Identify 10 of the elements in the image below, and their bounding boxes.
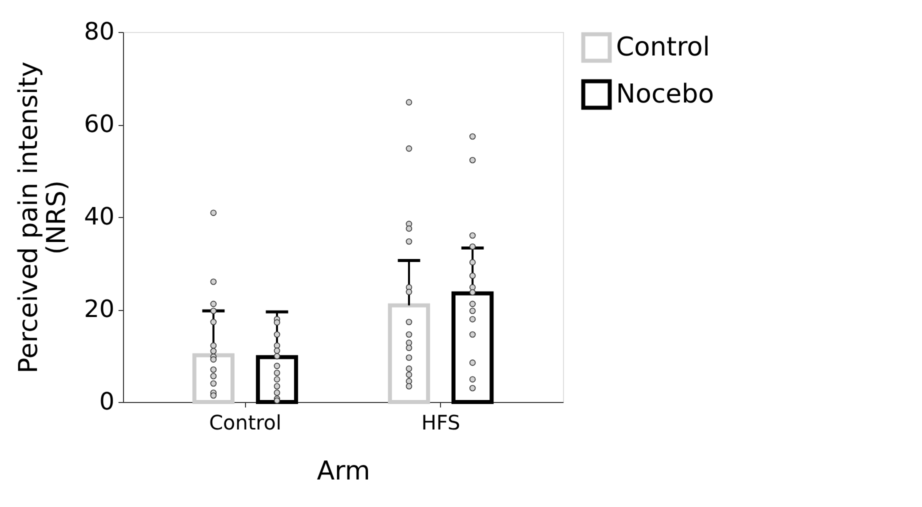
y-tick-label: 80 [84,18,114,46]
y-tick-label: 60 [84,110,114,138]
legend-label: Nocebo [616,80,714,110]
x-axis-title: Arm [316,456,370,486]
legend-label: Control [616,32,710,62]
y-tick-label: 20 [84,295,114,323]
x-tick-label: HFS [421,410,460,434]
y-tick-label: 40 [84,202,114,230]
y-axis-title: Perceived pain intensity (NRS) [14,62,72,374]
y-tick-label: 0 [99,388,114,416]
